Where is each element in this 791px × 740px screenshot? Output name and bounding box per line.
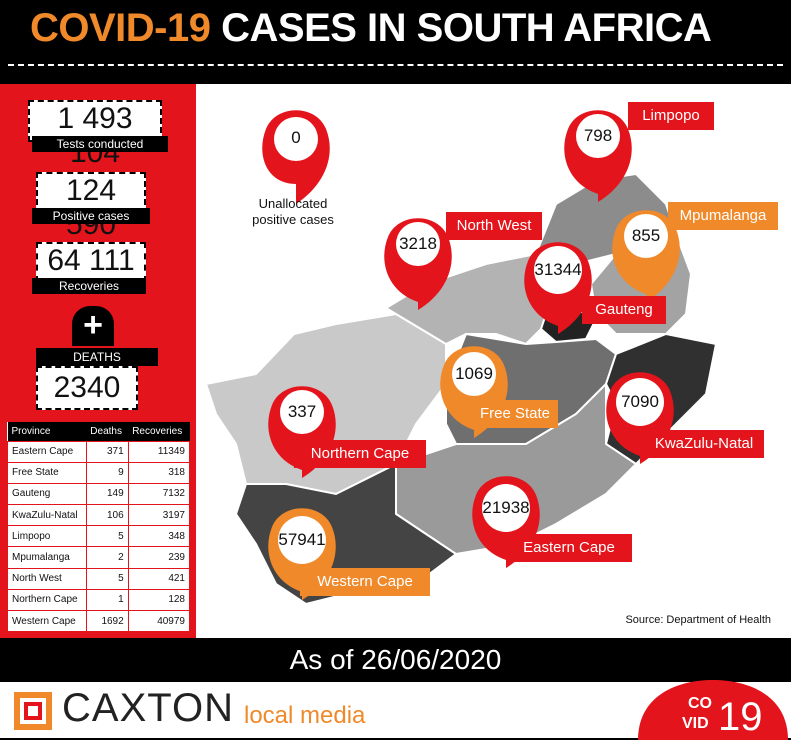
deaths-value: 2340 xyxy=(53,371,121,404)
table-row: Northern Cape 1 128 xyxy=(7,588,191,612)
free-state-cases: 1069 xyxy=(455,364,493,383)
map-area: 0 Unallocated positive cases 798 Limpopo… xyxy=(196,84,791,638)
western-cape-cases: 57941 xyxy=(278,530,326,549)
page-title: COVID-19 CASES IN SOUTH AFRICA xyxy=(30,6,712,51)
table-header: Deaths xyxy=(86,422,129,441)
deaths-box: 2340 xyxy=(36,366,138,410)
brand-sub: local media xyxy=(244,702,366,729)
province-name-cell: North West xyxy=(7,567,87,590)
unallocated-label-line2: positive cases xyxy=(252,212,334,227)
recoveries-cell: 40979 xyxy=(127,609,191,633)
brand-name: CAXTON xyxy=(62,686,234,730)
deaths-cell: 2 xyxy=(85,546,129,569)
badge-num: 19 xyxy=(718,695,763,739)
table-row: Eastern Cape 371 11349 xyxy=(7,440,191,463)
gauteng-cases: 31344 xyxy=(534,260,582,279)
kwazulu-natal-label: KwaZulu-Natal xyxy=(644,430,764,458)
pin-unallocated xyxy=(262,110,330,204)
gauteng-label: Gauteng xyxy=(582,296,666,324)
table-header: Recoveries xyxy=(128,422,190,441)
source-note: Source: Department of Health xyxy=(625,614,771,626)
tests-label: Tests conducted xyxy=(32,136,168,152)
recoveries-cell: 11349 xyxy=(127,440,191,463)
deaths-cell: 149 xyxy=(85,482,129,506)
table-row: KwaZulu-Natal 106 3197 xyxy=(7,504,191,527)
province-table: Province Deaths Recoveries Eastern Cape 3… xyxy=(7,422,191,633)
province-name-cell: Free State xyxy=(7,461,87,484)
positive-label: Positive cases xyxy=(32,208,150,224)
unallocated-label: Unallocated positive cases xyxy=(238,196,348,228)
table-row: Mpumalanga 2 239 xyxy=(7,546,191,569)
table-header: Province xyxy=(7,422,87,441)
province-name-cell: Limpopo xyxy=(7,525,87,548)
table-row: Gauteng 149 7132 xyxy=(7,482,191,506)
province-name-cell: Western Cape xyxy=(7,609,87,633)
province-name-cell: Gauteng xyxy=(7,482,87,506)
recoveries-value: 64 111 xyxy=(47,244,135,277)
table-row: Western Cape 1692 40979 xyxy=(7,609,191,633)
pin-north-west xyxy=(384,218,452,310)
caxton-logo-icon xyxy=(14,692,52,730)
eastern-cape-label: Eastern Cape xyxy=(506,534,632,562)
south-africa-map xyxy=(204,110,718,606)
recoveries-cell: 348 xyxy=(127,525,191,548)
deaths-cell: 5 xyxy=(85,525,129,548)
province-name-cell: Eastern Cape xyxy=(7,440,87,463)
recoveries-box: 64 111 Recoveries xyxy=(32,242,146,294)
free-state-label: Free State xyxy=(472,400,558,428)
title-rest: CASES IN SOUTH AFRICA xyxy=(221,6,712,50)
header: COVID-19 CASES IN SOUTH AFRICA xyxy=(0,0,791,84)
province-name-cell: Northern Cape xyxy=(7,588,87,612)
limpopo-cases: 798 xyxy=(583,126,613,145)
unallocated-value: 0 xyxy=(291,128,301,147)
deaths-cell: 106 xyxy=(85,504,129,527)
north-west-label: North West xyxy=(446,212,542,240)
deaths-cell: 5 xyxy=(85,567,129,590)
northern-cape-label: Northern Cape xyxy=(294,440,426,468)
limpopo-label: Limpopo xyxy=(628,102,714,130)
pin-limpopo xyxy=(564,110,632,202)
province-north-west xyxy=(384,252,558,346)
table-row: Limpopo 5 348 xyxy=(7,525,191,548)
western-cape-label: Western Cape xyxy=(300,568,430,596)
north-west-cases: 3218 xyxy=(399,234,437,253)
unallocated-label-line1: Unallocated xyxy=(258,196,328,211)
table-row: Free State 9 318 xyxy=(7,461,191,484)
table-row: North West 5 421 xyxy=(7,567,191,590)
mpumalanga-cases: 855 xyxy=(631,226,661,245)
positive-box: 124 590 Positive cases xyxy=(32,172,150,241)
deaths-cell: 9 xyxy=(85,461,129,484)
eastern-cape-cases: 21938 xyxy=(482,498,530,517)
recoveries-cell: 421 xyxy=(127,567,191,590)
deaths-cell: 371 xyxy=(85,440,129,463)
recoveries-label: Recoveries xyxy=(32,278,146,294)
mpumalanga-label: Mpumalanga xyxy=(668,202,778,230)
date-line: As of 26/06/2020 xyxy=(289,644,502,675)
northern-cape-cases: 337 xyxy=(287,402,317,421)
recoveries-cell: 3197 xyxy=(127,504,191,527)
kwazulu-natal-cases: 7090 xyxy=(621,392,659,411)
deaths-cell: 1692 xyxy=(85,609,129,633)
footer: CAXTON local media CO VID 19 xyxy=(0,680,791,740)
stats-sidebar: 1 493 104 Tests conducted 124 590 Positi… xyxy=(0,84,196,638)
recoveries-cell: 128 xyxy=(127,588,191,612)
recoveries-cell: 239 xyxy=(127,546,191,569)
covid19-badge: CO VID 19 xyxy=(638,680,788,740)
province-name-cell: Mpumalanga xyxy=(7,546,87,569)
badge-top: CO xyxy=(688,695,712,712)
pin-mpumalanga xyxy=(612,210,680,302)
cross-icon: + xyxy=(72,306,114,346)
recoveries-cell: 7132 xyxy=(127,482,191,506)
recoveries-cell: 318 xyxy=(127,461,191,484)
province-name-cell: KwaZulu-Natal xyxy=(7,504,87,527)
title-accent: COVID-19 xyxy=(30,6,211,50)
deaths-cell: 1 xyxy=(85,588,129,612)
badge-bottom: VID xyxy=(682,715,709,732)
deaths-label: DEATHS xyxy=(36,348,158,366)
pin-gauteng xyxy=(524,242,592,334)
date-bar: As of 26/06/2020 xyxy=(0,638,791,682)
divider xyxy=(8,64,783,66)
tests-box: 1 493 104 Tests conducted xyxy=(28,100,168,169)
